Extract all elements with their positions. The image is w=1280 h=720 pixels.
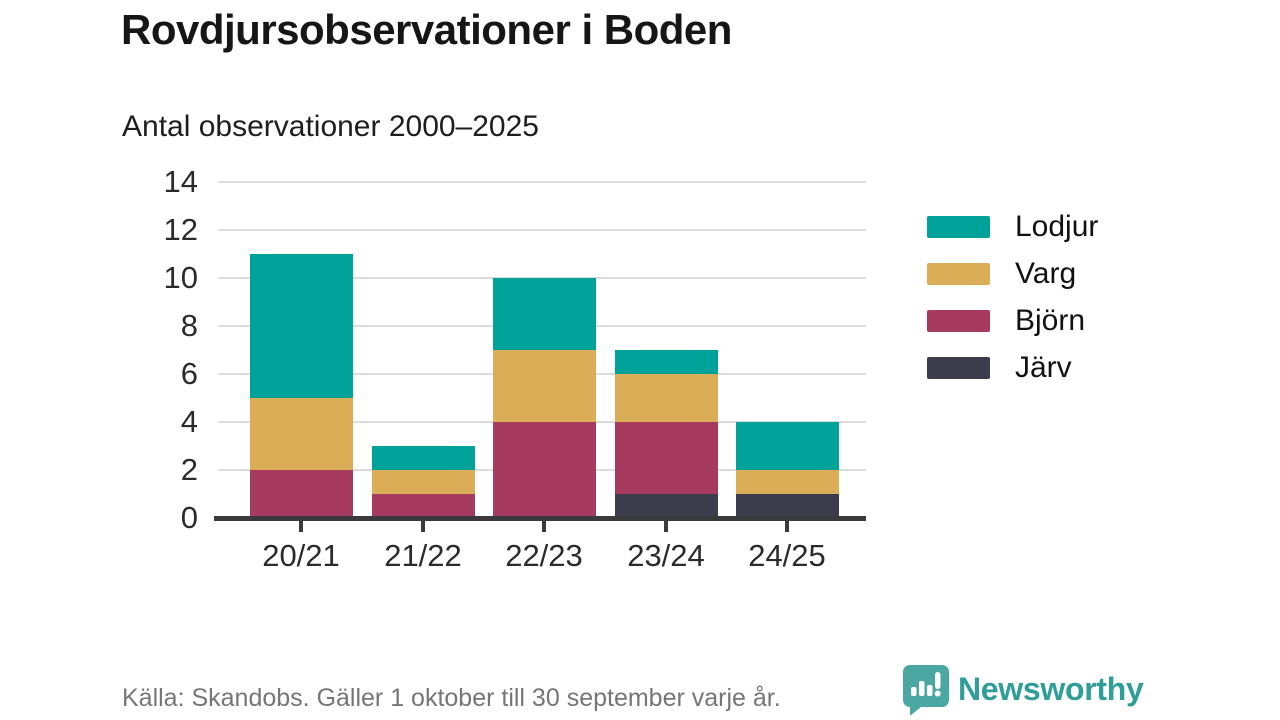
chart-title: Rovdjursobservationer i Boden [121,6,732,53]
bar-segment-23/24-Varg [614,374,718,422]
bar-segment-20/21-Lodjur [249,254,353,398]
legend-swatch-varg [927,263,990,285]
y-tick-label: 14 [163,164,198,199]
bar-segment-22/23-Björn [492,422,596,518]
x-tick [542,521,546,532]
gridline [218,181,866,183]
x-tick-label: 23/24 [627,538,705,573]
y-tick-label: 2 [180,452,198,487]
legend: Lodjur Varg Björn Järv [927,210,1098,404]
y-tick-label: 0 [180,500,198,535]
plot-area [218,181,866,518]
legend-swatch-jarv [927,357,990,379]
bar-segment-21/22-Lodjur [371,446,475,470]
x-tick-label: 20/21 [262,538,340,573]
legend-item-bjorn: Björn [927,304,1098,337]
y-tick-label: 6 [180,356,198,391]
legend-item-jarv: Järv [927,351,1098,384]
newsworthy-speech-bubble-icon [903,665,949,715]
x-tick [664,521,668,532]
x-tick [785,521,789,532]
bar-segment-23/24-Järv [614,494,718,518]
legend-label: Varg [1015,257,1077,290]
bar-segment-23/24-Björn [614,422,718,494]
legend-swatch-bjorn [927,310,990,332]
bar-segment-21/22-Varg [371,470,475,494]
y-tick-label: 10 [163,260,198,295]
x-axis-line [214,516,866,521]
y-tick-label: 12 [163,212,198,247]
bar-segment-23/24-Lodjur [614,350,718,374]
bar-segment-20/21-Varg [249,398,353,470]
x-tick-label: 24/25 [748,538,826,573]
legend-label: Björn [1015,304,1086,337]
x-tick [421,521,425,532]
legend-swatch-lodjur [927,216,990,238]
legend-item-varg: Varg [927,257,1098,290]
x-tick [299,521,303,532]
bar-segment-24/25-Järv [735,494,839,518]
legend-label: Järv [1015,351,1072,384]
bar-segment-22/23-Lodjur [492,278,596,350]
legend-label: Lodjur [1015,210,1099,243]
x-tick-label: 21/22 [384,538,462,573]
bar-segment-24/25-Varg [735,470,839,494]
bar-segment-22/23-Varg [492,350,596,422]
x-tick-label: 22/23 [505,538,583,573]
chart-subtitle: Antal observationer 2000–2025 [122,110,539,143]
bar-segment-21/22-Björn [371,494,475,518]
newsworthy-wordmark: Newsworthy [958,670,1144,707]
newsworthy-logo: Newsworthy [901,663,1144,715]
y-tick-label: 8 [180,308,198,343]
gridline [218,229,866,231]
legend-item-lodjur: Lodjur [927,210,1098,243]
bar-segment-24/25-Lodjur [735,422,839,470]
bar-segment-20/21-Björn [249,470,353,518]
y-tick-label: 4 [180,404,198,439]
source-note: Källa: Skandobs. Gäller 1 oktober till 3… [122,684,781,712]
